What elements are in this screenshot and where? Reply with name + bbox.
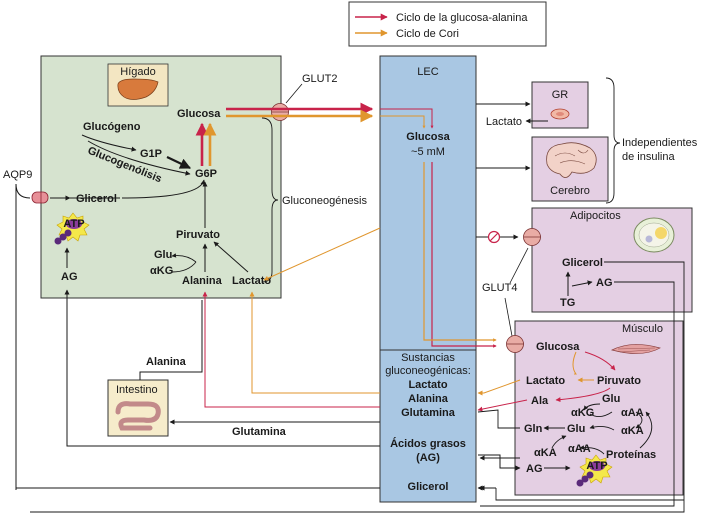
glut4-label: GLUT4: [482, 282, 517, 294]
insulin-indep-1: Independientes: [622, 137, 698, 149]
liver-icon: [117, 78, 159, 100]
adipocitos-ag: AG: [596, 277, 613, 289]
liver: Hígado Glucosa Glucógeno G1P Glucogenóli…: [54, 63, 271, 287]
muscle-fiber-icon: [611, 344, 661, 354]
liver-g6p: G6P: [195, 168, 217, 180]
musculo-akg: αKG: [571, 407, 594, 419]
adipocitos-tg: TG: [560, 297, 575, 309]
liver-piruvato: Piruvato: [176, 229, 220, 241]
musculo-piruvato: Piruvato: [597, 375, 641, 387]
legend-glucose-alanine: Ciclo de la glucosa-alanina: [396, 12, 528, 24]
adipocitos: Adipocitos Glicerol TG AG: [30, 210, 685, 513]
intestino: Intestino Alanina Glutamina: [115, 300, 380, 438]
musculo: Músculo Glucosa Lactato Piruvato Ala Glu…: [524, 323, 663, 487]
lec-acidos-1: Ácidos grasos: [390, 437, 466, 450]
liver-atp-label: ATP: [63, 218, 84, 230]
lec-acidos-2: (AG): [416, 452, 440, 464]
glut4-transport: GLUT4: [476, 228, 541, 353]
lec-glucosa: Glucosa: [406, 131, 450, 143]
insulin-indep-2: de insulina: [622, 151, 675, 163]
musculo-aka2: αKA: [534, 447, 557, 459]
intestino-alanina: Alanina: [146, 356, 187, 368]
liver-glicerol: Glicerol: [76, 193, 117, 205]
adipocitos-glicerol: Glicerol: [562, 257, 603, 269]
insulin-independent-brace: Independientes de insulina: [605, 77, 698, 204]
brain-icon: [546, 142, 597, 178]
musculo-title: Músculo: [622, 323, 663, 335]
musculo-gln: Gln: [524, 423, 543, 435]
muscle-atp-badge: ATP: [576, 454, 613, 487]
liver-akg: αKG: [150, 265, 173, 277]
gr-lactato: Lactato: [486, 116, 522, 128]
cerebro: Cerebro: [476, 142, 597, 197]
intestino-title: Intestino: [116, 384, 158, 396]
lec-sustancias-2: gluconeogénicas:: [385, 365, 471, 377]
lec: LEC Glucosa ~5 mM Sustancias gluconeogén…: [385, 66, 471, 493]
musculo-aka: αKA: [621, 425, 644, 437]
liver-g1p: G1P: [140, 148, 162, 160]
musculo-aaa2: αAA: [568, 443, 591, 455]
lec-glucosa-conc: ~5 mM: [411, 146, 445, 158]
lec-alanina: Alanina: [408, 393, 449, 405]
liver-glucosa: Glucosa: [177, 108, 221, 120]
gr-title: GR: [552, 89, 569, 101]
liver-title: Hígado: [120, 66, 155, 78]
adipocitos-title: Adipocitos: [570, 210, 621, 222]
legend: Ciclo de la glucosa-alanina Ciclo de Cor…: [348, 1, 547, 47]
musculo-glu: Glu: [602, 393, 620, 405]
legend-cori: Ciclo de Cori: [396, 28, 459, 40]
liver-lactato: Lactato: [232, 275, 271, 287]
liver-alanina: Alanina: [182, 275, 223, 287]
aqp9-channel: AQP9: [3, 169, 71, 490]
gr: GR Lactato: [476, 89, 570, 128]
musculo-glu2: Glu: [567, 423, 585, 435]
intestine-icon: [115, 401, 161, 431]
glut2-label: GLUT2: [302, 73, 337, 85]
lec-lower-section: [379, 349, 477, 503]
lec-glicerol: Glicerol: [408, 481, 449, 493]
lec-lactato: Lactato: [408, 379, 447, 391]
musculo-ag: AG: [526, 463, 543, 475]
liver-glucogeno: Glucógeno: [83, 121, 141, 133]
gluconeogenesis-label: Gluconeogénesis: [282, 195, 368, 207]
liver-glu: Glu: [154, 249, 172, 261]
lec-sustancias-1: Sustancias: [401, 352, 455, 364]
musculo-aaa: αAA: [621, 407, 644, 419]
aqp9-label: AQP9: [3, 169, 32, 181]
lec-glutamina: Glutamina: [401, 407, 456, 419]
gr-box: [531, 81, 589, 129]
cerebro-title: Cerebro: [550, 185, 590, 197]
muscle-atp-label: ATP: [586, 460, 607, 472]
musculo-proteinas: Proteínas: [606, 449, 656, 461]
liver-atp-badge: ATP: [54, 212, 90, 245]
musculo-glucosa: Glucosa: [536, 341, 580, 353]
intestino-glutamina: Glutamina: [232, 426, 287, 438]
liver-ag: AG: [61, 271, 78, 283]
musculo-ala: Ala: [531, 395, 549, 407]
lec-title: LEC: [417, 66, 438, 78]
musculo-lactato: Lactato: [526, 375, 565, 387]
